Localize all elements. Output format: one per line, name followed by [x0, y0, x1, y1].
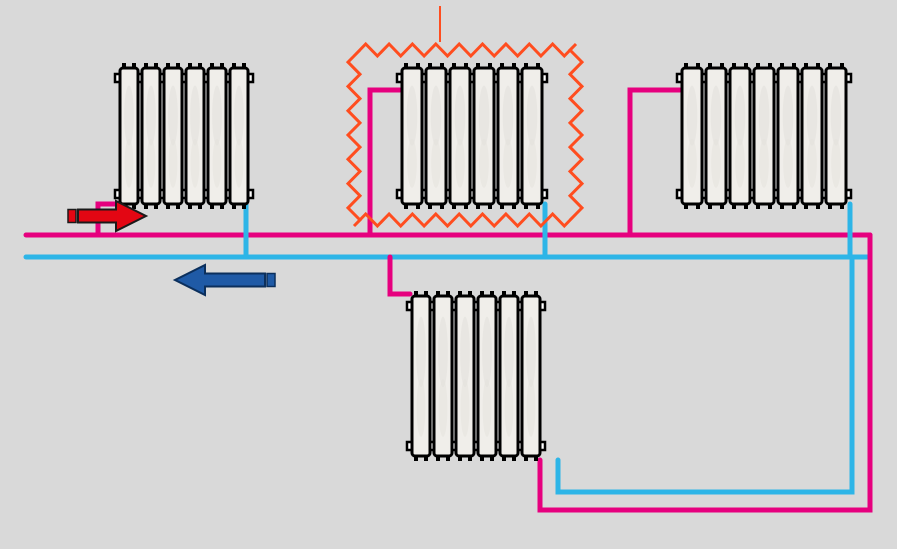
heating-diagram — [0, 0, 897, 549]
radiator-rad3 — [677, 63, 851, 209]
